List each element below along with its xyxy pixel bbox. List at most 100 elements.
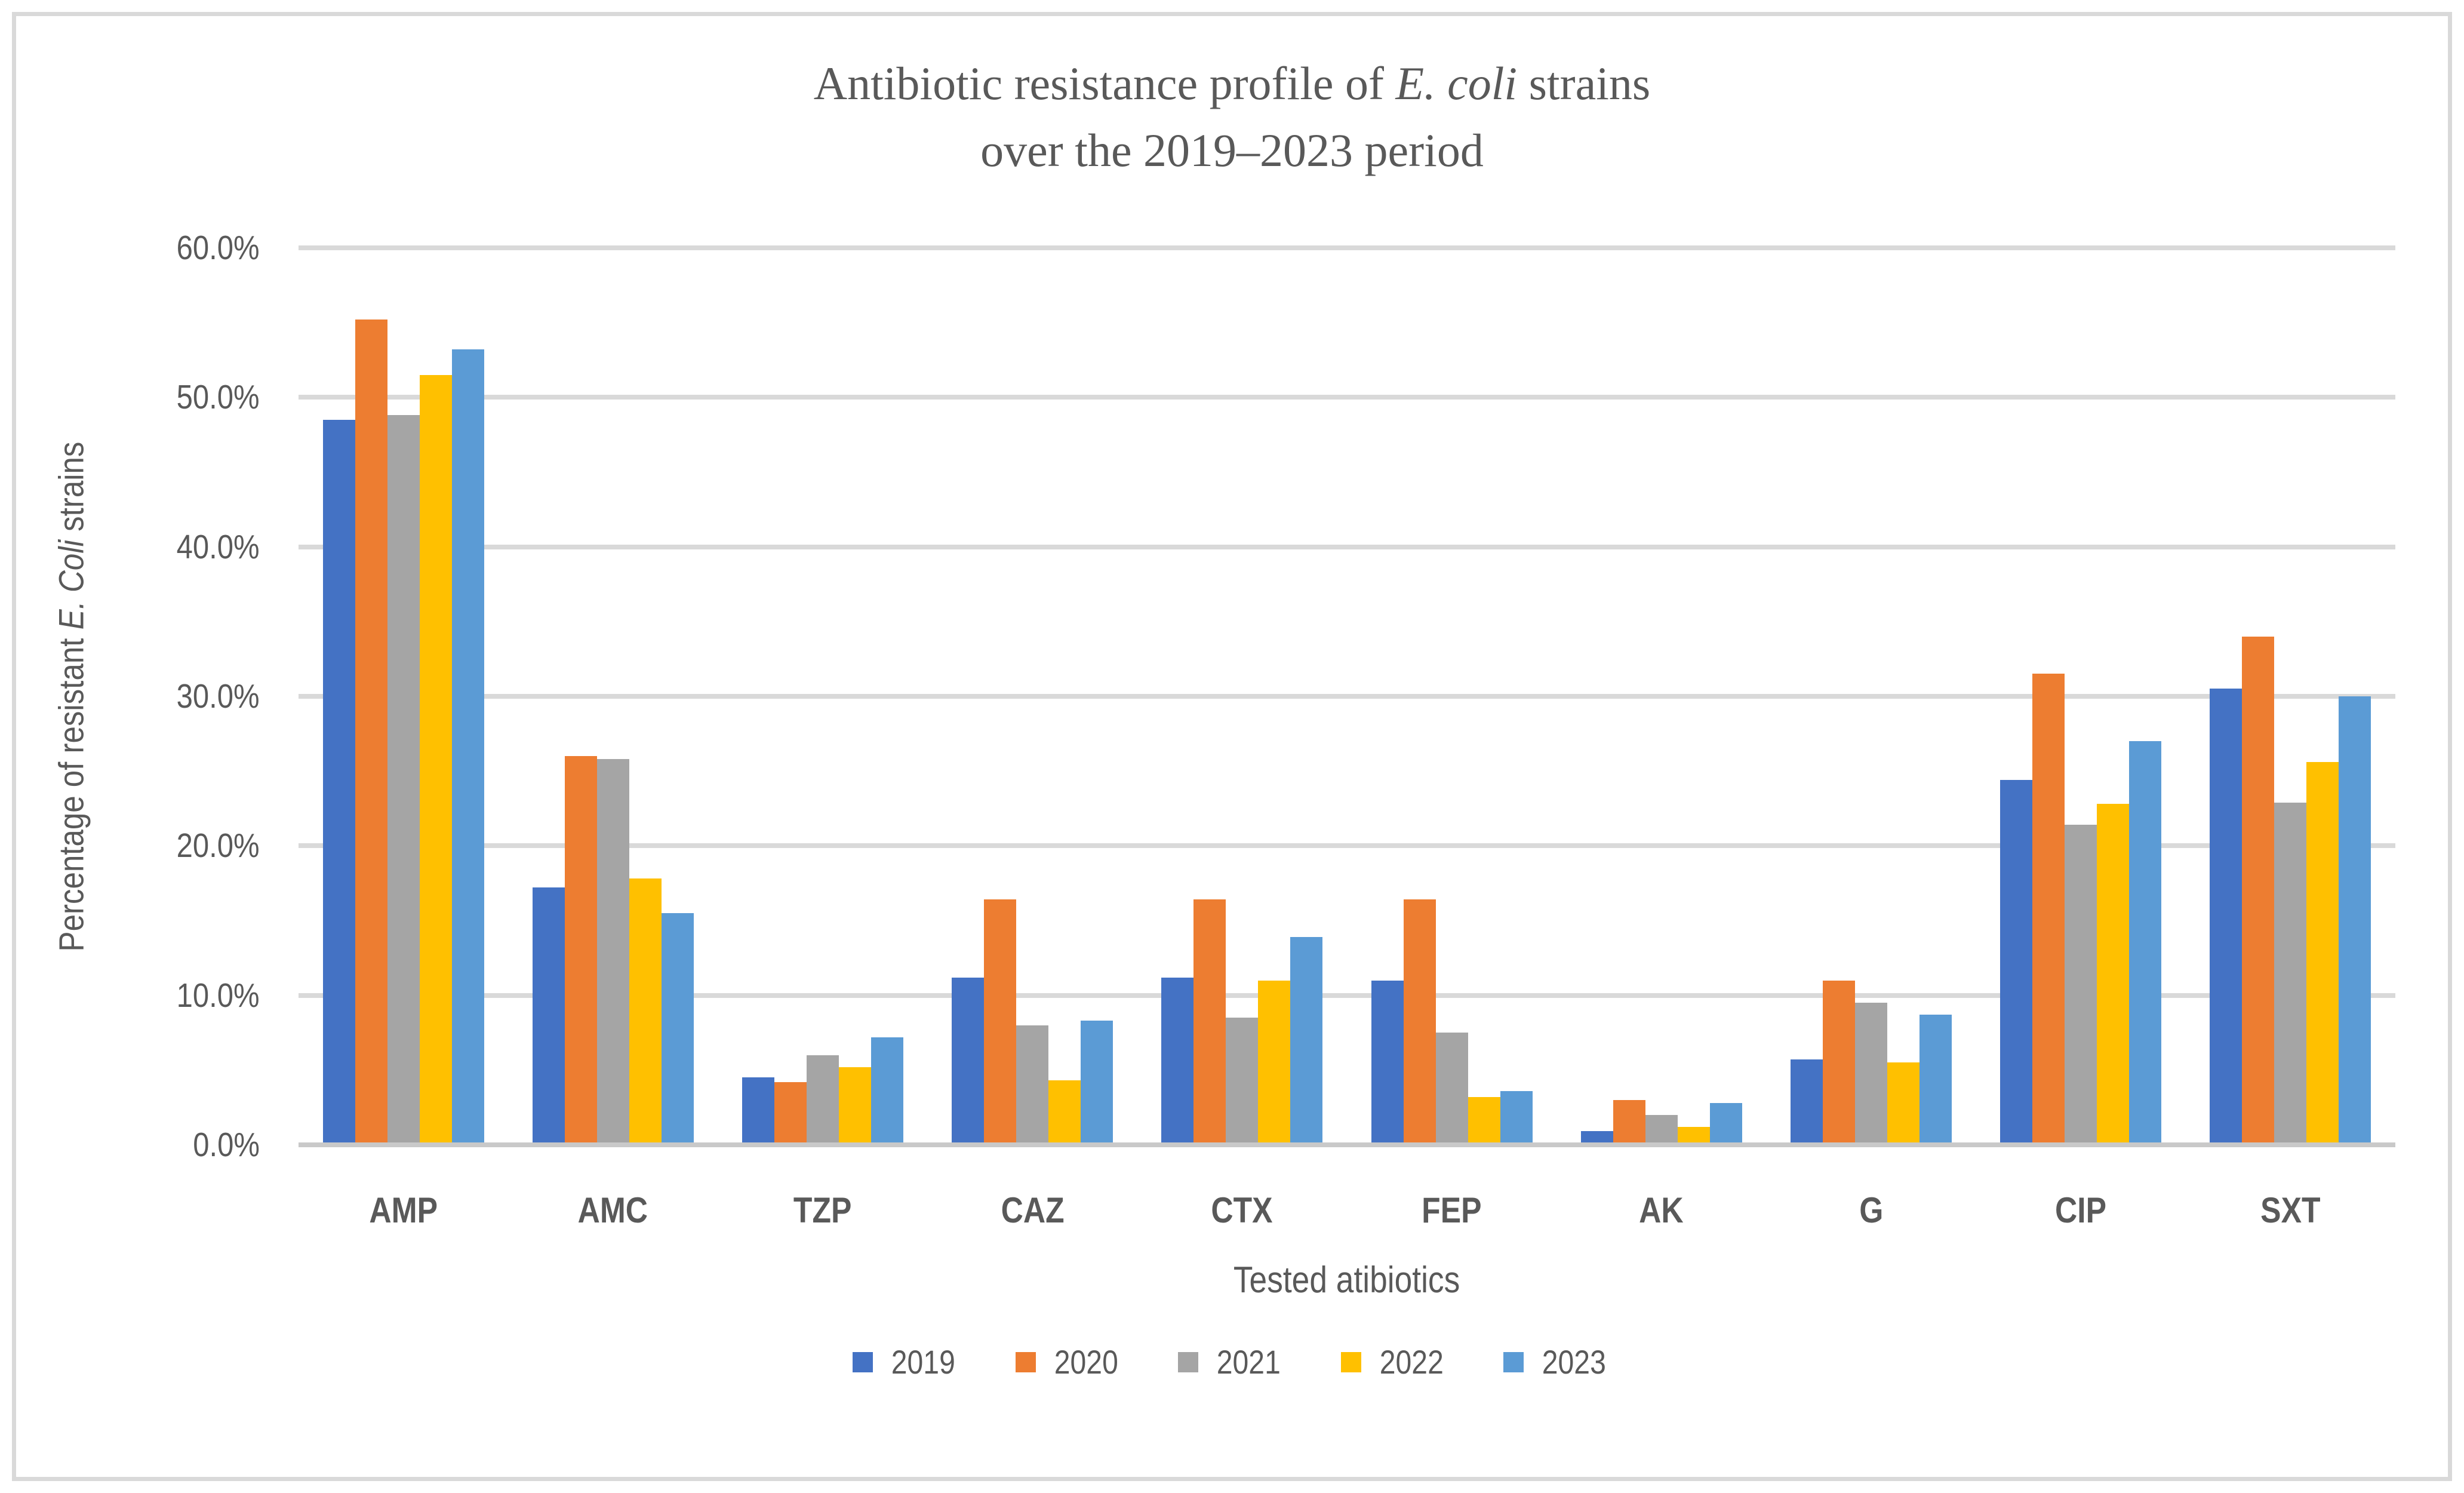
y-tick-label: 50.0% (104, 379, 260, 415)
bar-group-sxt (2186, 248, 2395, 1145)
bar-group-g (1766, 248, 1976, 1145)
x-axis-category-labels: AMP AMC TZP CAZ CTX FEP AK G CIP SXT (299, 1190, 2395, 1231)
bar-sxt-2021 (2274, 802, 2307, 1145)
gridline (299, 694, 2395, 699)
chart-title-line1: Antibiotic resistance profile of E. coli… (0, 50, 2464, 117)
bar-amc-2023 (661, 913, 694, 1145)
category-label-cip: CIP (1976, 1190, 2186, 1231)
bar-g-2020 (1822, 980, 1855, 1145)
gridline (299, 544, 2395, 549)
category-label-g: G (1766, 1190, 1976, 1231)
bar-cip-2023 (2129, 741, 2162, 1145)
title-text: Antibiotic resistance profile of (813, 57, 1396, 109)
legend-swatch-2023 (1503, 1351, 1524, 1372)
legend-swatch-2021 (1178, 1351, 1199, 1372)
bar-fep-2022 (1468, 1096, 1500, 1145)
x-axis-title-text: Tested atibiotics (1233, 1259, 1460, 1301)
legend-label-2021: 2021 (1216, 1343, 1281, 1381)
bar-amp-2020 (355, 320, 387, 1145)
legend-item-2019: 2019 (853, 1343, 961, 1381)
y-tick-label: 0.0% (104, 1127, 260, 1163)
y-tick-label: 20.0% (104, 828, 260, 864)
bar-group-amc (508, 248, 718, 1145)
category-label-text: CIP (2055, 1190, 2107, 1230)
legend-swatch-2020 (1015, 1351, 1036, 1372)
legend: 2019 2020 2021 2022 2023 (0, 1343, 2464, 1381)
y-tick-text: 30.0% (177, 677, 260, 715)
bar-amc-2021 (596, 759, 629, 1145)
bar-tzp-2019 (742, 1077, 774, 1145)
bar-caz-2019 (952, 977, 985, 1145)
bar-ctx-2019 (1161, 977, 1194, 1145)
x-axis-line (299, 1142, 2395, 1147)
gridline (299, 843, 2395, 849)
bar-ak-2019 (1580, 1131, 1613, 1145)
y-tick-text: 60.0% (177, 229, 260, 267)
y-axis-title: Percentage of resistant E. Coli strains (33, 248, 110, 1145)
legend-label-2020: 2020 (1054, 1343, 1118, 1381)
bar-group-fep (1347, 248, 1556, 1145)
chart-border (12, 12, 2452, 1481)
legend-label-2022: 2022 (1379, 1343, 1444, 1381)
bar-amp-2021 (387, 415, 420, 1145)
bar-g-2022 (1887, 1062, 1919, 1145)
chart-title-line2: over the 2019–2023 period (980, 124, 1484, 176)
chart-title: Antibiotic resistance profile of E. coli… (0, 50, 2464, 184)
category-label-text: G (1859, 1190, 1884, 1230)
bar-cip-2021 (2065, 825, 2097, 1145)
bar-g-2019 (1790, 1059, 1823, 1145)
bar-amc-2019 (532, 887, 565, 1145)
bar-amp-2023 (451, 349, 484, 1145)
category-label-text: FEP (1422, 1190, 1482, 1230)
bar-group-cip (1976, 248, 2186, 1145)
bar-ak-2021 (1645, 1114, 1678, 1145)
bar-ctx-2023 (1290, 937, 1323, 1145)
category-label-text: TZP (793, 1190, 852, 1230)
bar-sxt-2022 (2306, 762, 2339, 1145)
y-tick-label: 30.0% (104, 678, 260, 714)
category-label-tzp: TZP (718, 1190, 927, 1231)
bar-group-amp (299, 248, 508, 1145)
y-axis-title-text: Percentage of resistant (52, 629, 91, 951)
bar-sxt-2019 (2210, 689, 2242, 1145)
bar-sxt-2020 (2242, 636, 2275, 1145)
category-label-text: CAZ (1001, 1190, 1065, 1230)
bar-tzp-2023 (870, 1037, 903, 1145)
bar-group-ak (1556, 248, 1766, 1145)
bar-cip-2022 (2097, 804, 2130, 1145)
bar-amc-2022 (629, 878, 662, 1145)
bar-caz-2023 (1081, 1021, 1113, 1145)
gridline (299, 993, 2395, 998)
gridline (299, 245, 2395, 250)
bar-amp-2022 (419, 374, 452, 1145)
bar-amc-2020 (564, 756, 597, 1145)
category-label-amp: AMP (299, 1190, 508, 1231)
bar-caz-2020 (984, 899, 1017, 1145)
plot-area (299, 245, 2395, 1147)
bar-group-tzp (718, 248, 927, 1145)
legend-label-2023: 2023 (1542, 1343, 1607, 1381)
category-label-text: CTX (1211, 1190, 1273, 1230)
bar-fep-2020 (1403, 899, 1436, 1145)
category-label-text: AMP (369, 1190, 438, 1230)
y-tick-text: 40.0% (177, 527, 260, 566)
legend-swatch-2022 (1340, 1351, 1361, 1372)
category-label-text: SXT (2260, 1190, 2321, 1230)
bar-g-2023 (1919, 1015, 1952, 1145)
bar-tzp-2021 (806, 1055, 839, 1145)
bar-tzp-2022 (838, 1067, 871, 1145)
category-label-caz: CAZ (928, 1190, 1137, 1231)
y-axis-title-text-post: strains (52, 441, 91, 540)
bar-tzp-2020 (774, 1082, 807, 1145)
category-label-fep: FEP (1347, 1190, 1556, 1231)
title-text-post: strains (1517, 57, 1651, 109)
legend-item-2020: 2020 (1015, 1343, 1124, 1381)
category-label-sxt: SXT (2186, 1190, 2395, 1231)
title-italic-text: E. coli (1395, 57, 1518, 109)
bar-fep-2023 (1500, 1090, 1533, 1145)
bar-g-2021 (1854, 1003, 1887, 1145)
x-axis-title: Tested atibiotics (299, 1259, 2395, 1301)
bar-amp-2019 (322, 419, 355, 1145)
category-label-ak: AK (1556, 1190, 1766, 1231)
